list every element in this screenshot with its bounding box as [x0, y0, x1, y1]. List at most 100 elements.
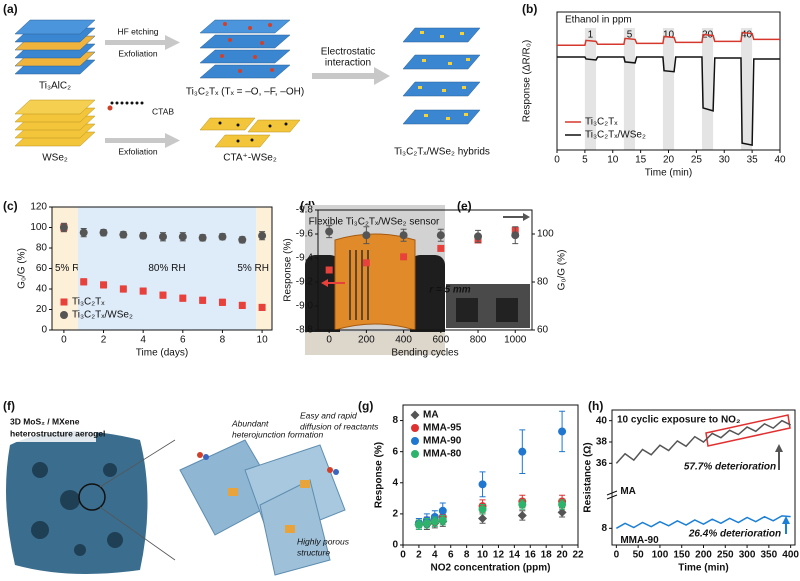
- data-line: [615, 419, 791, 464]
- sheet: [402, 109, 481, 125]
- region-label: 5% RH: [237, 263, 269, 274]
- y-axis-label: Resistance (Ω): [583, 442, 594, 512]
- arrow: [105, 40, 165, 45]
- panel-label: (g): [358, 399, 373, 413]
- dot: [236, 139, 240, 143]
- marker: [258, 231, 267, 240]
- y-tick-label: -8.8: [296, 325, 314, 336]
- x-tick-label: 20: [557, 550, 569, 561]
- title-box: [6, 414, 96, 442]
- x-tick-label: 10: [607, 155, 619, 166]
- label: Ti₃AlC₂: [39, 81, 71, 92]
- panel-label: (b): [522, 2, 537, 16]
- dot: [422, 59, 426, 62]
- decoration-dots: [220, 22, 274, 73]
- marker: [199, 296, 207, 304]
- data-line: [557, 31, 780, 47]
- junction: [285, 525, 295, 533]
- series-label: MMA-90: [620, 535, 659, 546]
- y-tick-label: 20: [36, 304, 48, 315]
- marker: [400, 253, 408, 261]
- dot: [268, 124, 272, 128]
- y-tick-label: -9.6: [296, 229, 314, 240]
- label: Exfoliation: [118, 146, 157, 156]
- legend-label: MA: [423, 410, 439, 421]
- region-label: 80% RH: [148, 263, 185, 274]
- panel-label: (a): [3, 2, 18, 16]
- pore: [60, 490, 80, 510]
- legend-swatch: [411, 424, 419, 432]
- molecule: [197, 452, 203, 458]
- annotation: 26.4% deterioration: [688, 529, 781, 540]
- y-tick-label: 6: [392, 446, 398, 457]
- x-tick-label: 10: [477, 550, 489, 561]
- annotation: Highly porous: [297, 536, 350, 546]
- y-tick-label: 100: [30, 222, 47, 233]
- annotation: heterojunction formation: [232, 429, 323, 439]
- dot: [462, 86, 466, 89]
- marker: [119, 230, 128, 239]
- x-tick-label: 0: [614, 550, 620, 561]
- marker: [325, 266, 333, 274]
- y2-axis-label: G₀/G (%): [557, 250, 568, 291]
- annotation: r = 5 mm: [429, 285, 471, 296]
- y2-tick-label: 8: [601, 523, 607, 534]
- y2-tick-label: 100: [537, 229, 554, 240]
- dot: [110, 101, 114, 105]
- dot: [218, 121, 222, 125]
- x-axis-label: Time (days): [136, 348, 188, 359]
- junction: [228, 488, 238, 496]
- layer: [14, 99, 96, 115]
- marker: [198, 233, 207, 242]
- marker: [362, 231, 371, 240]
- y-tick-label: 40: [596, 415, 608, 426]
- y-axis-label: G₀/G (%): [17, 248, 28, 289]
- marker: [437, 244, 445, 252]
- sheet: [199, 64, 291, 79]
- marker: [557, 507, 567, 517]
- chart-title: 10 cyclic exposure to NO₂: [617, 415, 740, 426]
- x-tick-label: 35: [747, 155, 759, 166]
- dot: [228, 38, 232, 42]
- y-tick-label: -9.2: [296, 277, 314, 288]
- legend-swatch: [60, 298, 68, 306]
- marker: [399, 231, 408, 240]
- dot: [420, 31, 424, 34]
- y-tick-label: 4: [392, 477, 398, 488]
- annotation: Easy and rapid: [300, 410, 357, 420]
- aerogel-f: [6, 414, 346, 576]
- marker: [518, 500, 527, 509]
- dot: [125, 101, 129, 105]
- x-tick-label: 6: [180, 335, 186, 346]
- arrow: [312, 73, 374, 79]
- dot: [270, 68, 274, 72]
- sheet: [402, 81, 481, 97]
- marker: [558, 500, 567, 509]
- region: [77, 207, 257, 330]
- x-tick-label: 15: [635, 155, 647, 166]
- highlight-box: [705, 414, 791, 447]
- marker: [238, 235, 247, 244]
- y-tick-label: -9.0: [296, 301, 314, 312]
- x-tick-label: 10: [257, 335, 269, 346]
- marker: [139, 231, 148, 240]
- marker: [325, 227, 334, 236]
- sheet: [199, 49, 291, 64]
- marker: [258, 303, 266, 311]
- pore: [31, 521, 49, 539]
- marker: [99, 228, 108, 237]
- title: 3D MoS₂ / MXene: [10, 416, 80, 426]
- marker: [178, 232, 187, 241]
- x-tick-label: 400: [782, 550, 799, 561]
- marker: [422, 519, 431, 528]
- marker: [478, 505, 487, 514]
- dot: [448, 62, 452, 65]
- dot: [253, 55, 257, 59]
- legend-label: Ti₃C₂Tₓ/WSe₂: [585, 130, 646, 141]
- marker: [218, 232, 227, 241]
- marker: [80, 278, 88, 286]
- label: CTA⁺-WSe₂: [223, 153, 277, 164]
- x-tick-label: 18: [541, 550, 553, 561]
- junction: [300, 480, 310, 488]
